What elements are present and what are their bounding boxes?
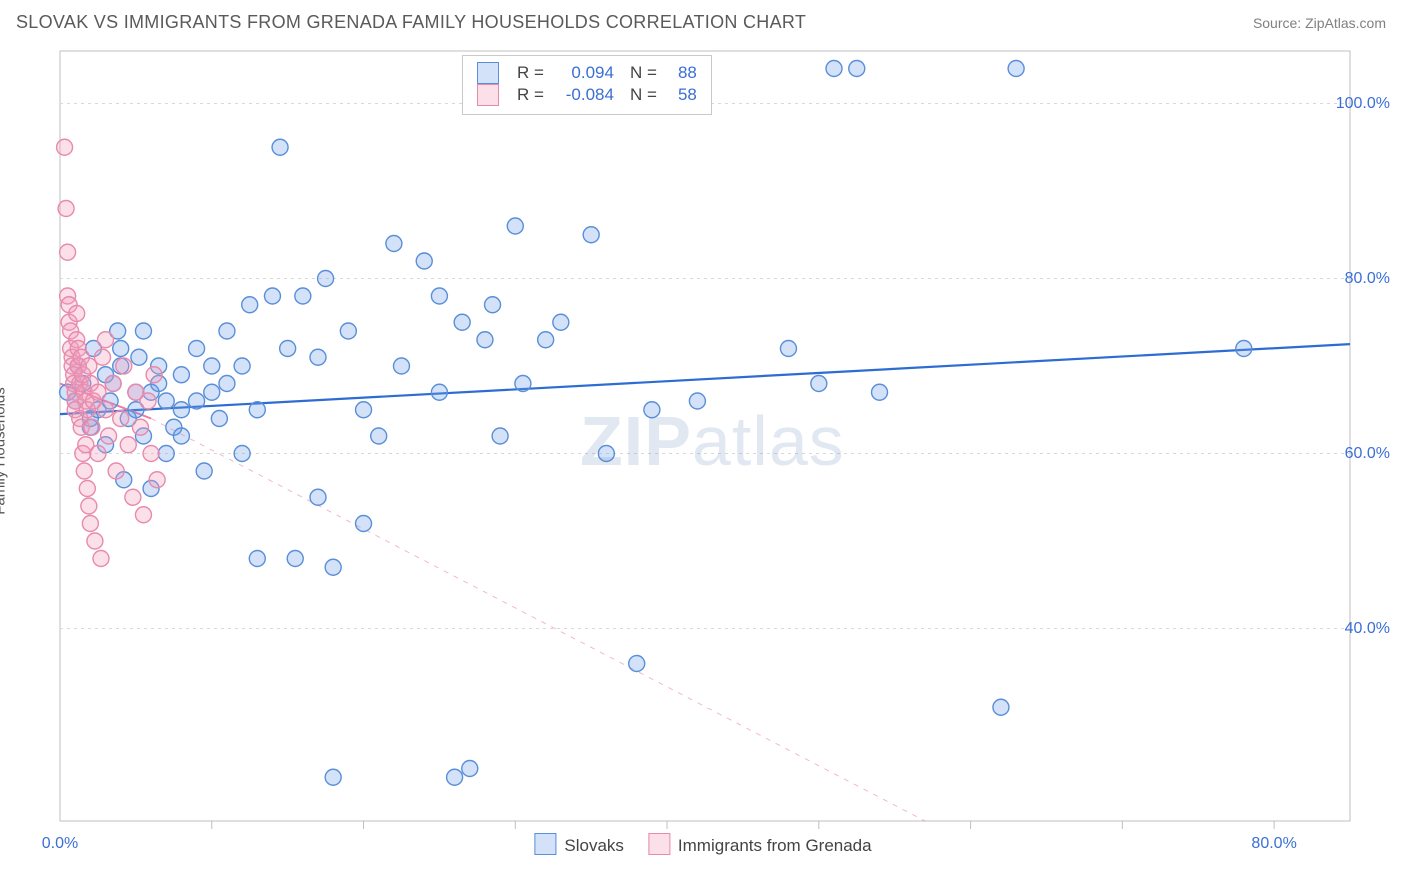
swatch-grenada bbox=[648, 833, 670, 855]
source-attribution: Source: ZipAtlas.com bbox=[1253, 15, 1386, 31]
scatter-plot-svg bbox=[10, 41, 1396, 861]
y-axis-label: Family Households bbox=[0, 387, 9, 515]
bottom-legend: Slovaks Immigrants from Grenada bbox=[534, 833, 871, 856]
x-tick-label: 80.0% bbox=[1251, 835, 1296, 853]
correlation-chart: Family Households ZIPatlas R = 0.094 N =… bbox=[10, 41, 1396, 861]
stats-row-grenada: R = -0.084 N = 58 bbox=[477, 84, 697, 106]
stats-legend-box: R = 0.094 N = 88 R = -0.084 N = 58 bbox=[462, 55, 712, 115]
y-tick-label: 60.0% bbox=[1345, 445, 1390, 463]
swatch-slovaks bbox=[534, 833, 556, 855]
y-tick-label: 100.0% bbox=[1336, 95, 1390, 113]
y-tick-label: 40.0% bbox=[1345, 620, 1390, 638]
legend-item-grenada: Immigrants from Grenada bbox=[648, 833, 872, 856]
page-title: SLOVAK VS IMMIGRANTS FROM GRENADA FAMILY… bbox=[16, 12, 806, 33]
swatch-grenada bbox=[477, 84, 499, 106]
x-tick-label: 0.0% bbox=[42, 835, 78, 853]
swatch-slovaks bbox=[477, 62, 499, 84]
legend-item-slovaks: Slovaks bbox=[534, 833, 624, 856]
y-tick-label: 80.0% bbox=[1345, 270, 1390, 288]
stats-row-slovaks: R = 0.094 N = 88 bbox=[477, 62, 697, 84]
